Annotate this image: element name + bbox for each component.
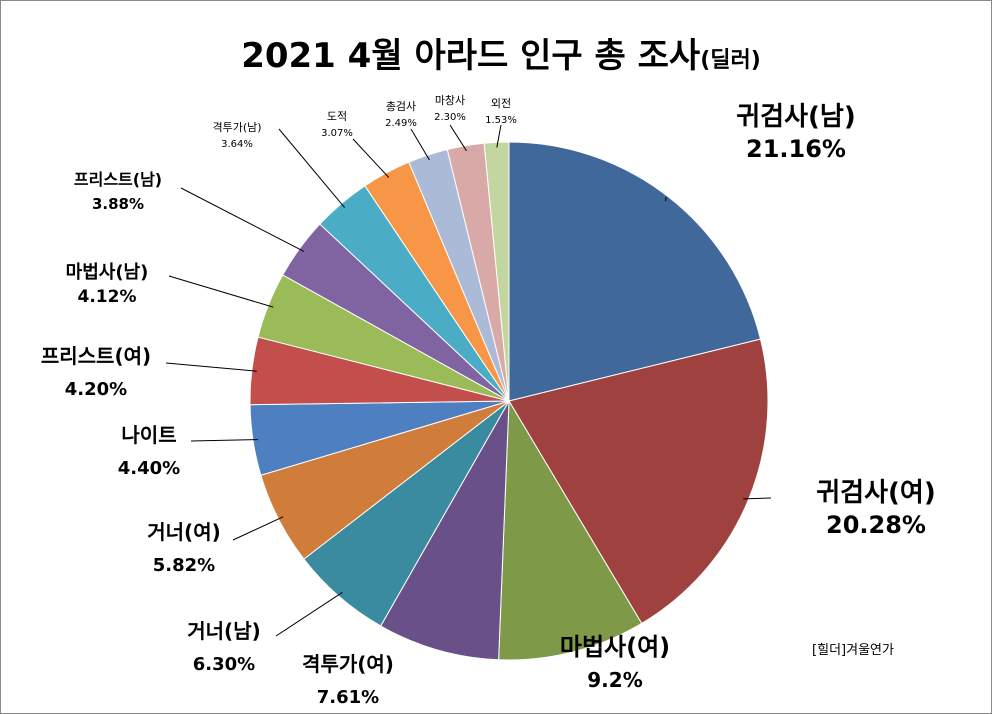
leader-line xyxy=(168,275,274,308)
slice-name-label: 마법사(남) xyxy=(66,262,149,283)
leader-line xyxy=(496,124,502,148)
chart-title-suffix: (딜러) xyxy=(700,48,761,73)
slice-value-label: 6.30% xyxy=(193,654,255,675)
leader-line xyxy=(190,439,259,442)
slice-name-label: 거너(여) xyxy=(147,520,220,544)
slice-name-label: 귀검사(남) xyxy=(736,102,855,132)
slice-value-label: 3.64% xyxy=(221,139,253,150)
slice-value-label: 3.07% xyxy=(321,128,353,139)
slice-name-label: 격투가(남) xyxy=(212,121,261,134)
leader-lines xyxy=(165,124,772,637)
pie-slice xyxy=(498,399,643,661)
leader-line xyxy=(449,124,467,152)
slice-value-label: 2.30% xyxy=(434,112,466,123)
slice-name-label: 총검사 xyxy=(386,100,416,113)
pie-slice xyxy=(508,338,769,625)
slice-name-label: 마창사 xyxy=(435,94,465,107)
pie-slices xyxy=(249,141,769,661)
pie-slice xyxy=(508,141,762,402)
slice-name-label: 도적 xyxy=(327,110,347,123)
slice-value-label: 4.20% xyxy=(65,379,127,400)
slice-value-label: 2.49% xyxy=(385,118,417,129)
slice-name-label: 격투가(여) xyxy=(302,652,394,676)
slice-name-label: 거너(남) xyxy=(187,619,260,643)
slice-name-label: 프리스트(남) xyxy=(74,170,162,189)
leader-line xyxy=(275,591,343,637)
slice-value-label: 5.82% xyxy=(153,555,215,576)
slice-value-label: 3.88% xyxy=(92,195,144,213)
slice-name-label: 귀검사(여) xyxy=(816,478,935,508)
slice-name-label: 프리스트(여) xyxy=(41,344,151,368)
slice-value-label: 20.28% xyxy=(826,511,926,539)
chart-credit: [힐더]겨울연가 xyxy=(812,643,894,658)
slice-value-label: 4.40% xyxy=(118,458,180,479)
slice-value-label: 9.2% xyxy=(587,668,642,692)
slice-labels: 귀검사(남) 21.16% 귀검사(여) 20.28% 마법사(여) 9.2% 격투가(여)… xyxy=(41,94,936,708)
slice-name-label: 마법사(여) xyxy=(560,633,670,661)
leader-line xyxy=(165,362,257,372)
slice-value-label: 21.16% xyxy=(746,135,846,163)
pie-slice xyxy=(483,141,510,402)
pie-slice xyxy=(379,400,510,661)
slice-value-label: 1.53% xyxy=(485,115,517,126)
slice-value-label: 4.12% xyxy=(78,287,137,307)
slice-name-label: 나이트 xyxy=(121,423,176,447)
slice-value-label: 7.61% xyxy=(317,687,379,708)
leader-line xyxy=(180,187,305,252)
leader-line xyxy=(410,128,430,161)
leader-line xyxy=(278,128,345,208)
chart-title: 2021 4월 아라드 인구 총 조사(딜러) xyxy=(241,36,761,76)
leader-line xyxy=(232,516,284,541)
slice-name-label: 외전 xyxy=(491,97,511,110)
chart-title-main: 2021 4월 아라드 인구 총 조사 xyxy=(241,36,700,76)
leader-line xyxy=(352,138,390,178)
leader-line xyxy=(743,497,772,500)
